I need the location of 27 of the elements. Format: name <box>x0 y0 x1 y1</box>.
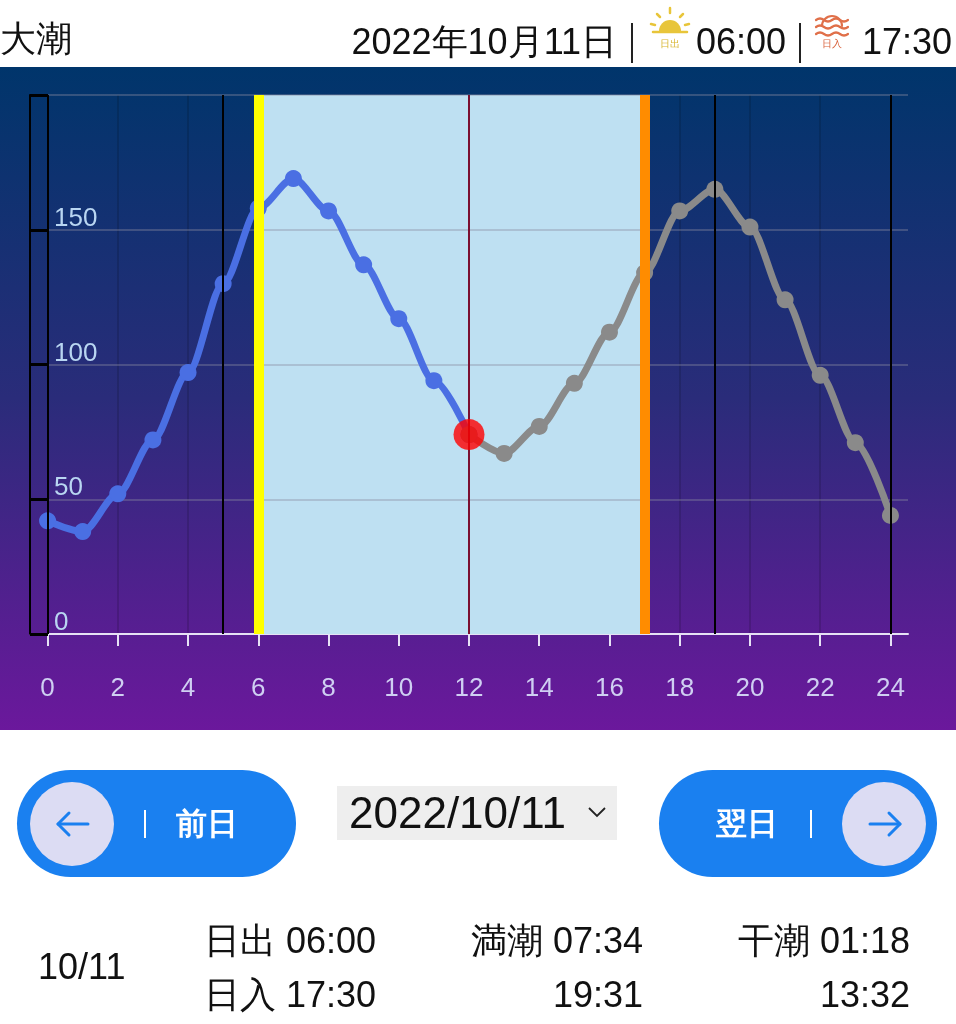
text: 日入 17:30 <box>204 974 377 1015</box>
text: 19:31 <box>552 974 643 1015</box>
y-tick-label: 50 <box>54 471 83 502</box>
x-tick-label: 14 <box>524 672 554 702</box>
x-tick-label: 10 <box>384 672 414 702</box>
y-tick-label: 100 <box>54 336 98 367</box>
x-tick-label: 22 <box>805 672 835 702</box>
text: 06:00 <box>696 21 787 62</box>
x-tick-label: 8 <box>321 672 336 702</box>
x-tick-label: 24 <box>875 672 905 702</box>
chart-subtitle: 2022年10月11日 <box>351 21 617 62</box>
text: 日出 06:00 <box>204 920 377 961</box>
text: 干潮 01:18 <box>737 920 910 961</box>
text: 17:30 <box>862 21 953 62</box>
x-tick-label: 2 <box>110 672 126 702</box>
x-tick-label: 20 <box>735 672 765 702</box>
x-tick-label: 6 <box>251 672 266 702</box>
x-tick-label: 18 <box>665 672 695 702</box>
y-tick-label: 150 <box>54 201 98 232</box>
text: 13:32 <box>819 974 910 1015</box>
y-tick-label: 0 <box>54 606 69 636</box>
text: 10/11 <box>38 946 126 987</box>
x-tick-label: 4 <box>180 672 196 702</box>
chart-title: 大潮 <box>0 18 72 59</box>
text: 満潮 07:34 <box>470 920 643 961</box>
x-tick-label: 16 <box>595 672 624 702</box>
x-tick-label: 12 <box>454 672 484 702</box>
